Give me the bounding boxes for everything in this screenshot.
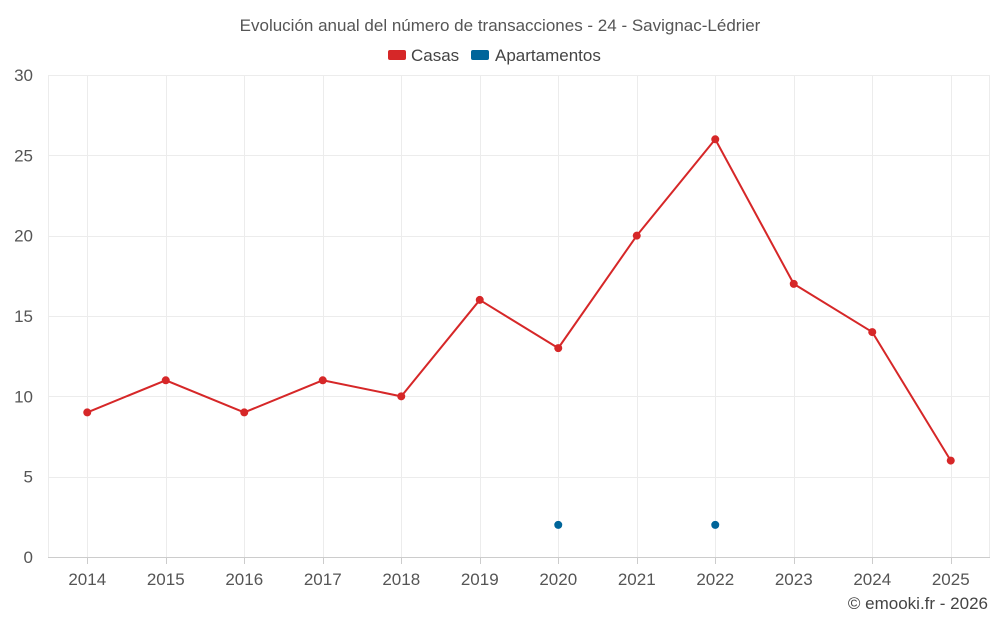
legend-swatch-apartamentos bbox=[471, 50, 489, 60]
y-tick-label-15: 15 bbox=[14, 307, 33, 326]
point-casas-2018[interactable] bbox=[397, 392, 406, 401]
x-tick-label-2017: 2017 bbox=[304, 570, 342, 589]
x-tick-label-2015: 2015 bbox=[147, 570, 185, 589]
legend-item-apartamentos[interactable]: Apartamentos bbox=[471, 46, 601, 65]
point-casas-2022[interactable] bbox=[711, 135, 720, 144]
point-casas-2024[interactable] bbox=[868, 328, 877, 337]
series-apartamentos bbox=[554, 520, 720, 529]
y-tick-label-30: 30 bbox=[14, 66, 33, 85]
series-casas bbox=[83, 135, 955, 465]
x-tick-label-2019: 2019 bbox=[461, 570, 499, 589]
x-tick-label-2018: 2018 bbox=[382, 570, 420, 589]
y-tick-label-5: 5 bbox=[24, 468, 33, 487]
x-tick-label-2016: 2016 bbox=[225, 570, 263, 589]
y-tick-label-0: 0 bbox=[24, 548, 33, 567]
y-gridlines bbox=[48, 75, 990, 478]
y-axis-ticks: 0 5 10 15 20 25 30 bbox=[14, 66, 33, 567]
x-tick-label-2020: 2020 bbox=[539, 570, 577, 589]
legend-label-casas: Casas bbox=[411, 46, 459, 65]
point-casas-2015[interactable] bbox=[161, 376, 170, 385]
credit-text: © emooki.fr - 2026 bbox=[848, 594, 988, 613]
point-casas-2016[interactable] bbox=[240, 408, 249, 417]
point-apartamentos-2022[interactable] bbox=[711, 520, 720, 529]
x-tick-label-2014: 2014 bbox=[68, 570, 106, 589]
point-apartamentos-2020[interactable] bbox=[554, 520, 563, 529]
x-tick-label-2023: 2023 bbox=[775, 570, 813, 589]
x-tick-label-2025: 2025 bbox=[932, 570, 970, 589]
x-tick-label-2024: 2024 bbox=[853, 570, 891, 589]
x-tick-label-2021: 2021 bbox=[618, 570, 656, 589]
chart-title: Evolución anual del número de transaccio… bbox=[240, 16, 761, 35]
point-casas-2014[interactable] bbox=[83, 408, 92, 417]
series-layer bbox=[83, 135, 955, 529]
point-casas-2025[interactable] bbox=[946, 456, 955, 465]
legend-swatch-casas bbox=[388, 50, 406, 60]
point-casas-2023[interactable] bbox=[789, 279, 798, 288]
point-casas-2020[interactable] bbox=[554, 344, 563, 353]
y-tick-label-10: 10 bbox=[14, 387, 33, 406]
y-tick-label-25: 25 bbox=[14, 146, 33, 165]
point-casas-2019[interactable] bbox=[475, 295, 484, 304]
x-axis-ticks: 2014 2015 2016 2017 2018 2019 2020 2021 2022 2023… bbox=[68, 557, 970, 589]
point-casas-2021[interactable] bbox=[632, 231, 641, 240]
legend[interactable]: Casas Apartamentos bbox=[388, 46, 601, 65]
series-line-casas bbox=[86, 138, 952, 462]
y-tick-label-20: 20 bbox=[14, 227, 33, 246]
point-casas-2017[interactable] bbox=[318, 376, 327, 385]
legend-item-casas[interactable]: Casas bbox=[388, 46, 459, 65]
legend-label-apartamentos: Apartamentos bbox=[495, 46, 601, 65]
x-tick-label-2022: 2022 bbox=[696, 570, 734, 589]
